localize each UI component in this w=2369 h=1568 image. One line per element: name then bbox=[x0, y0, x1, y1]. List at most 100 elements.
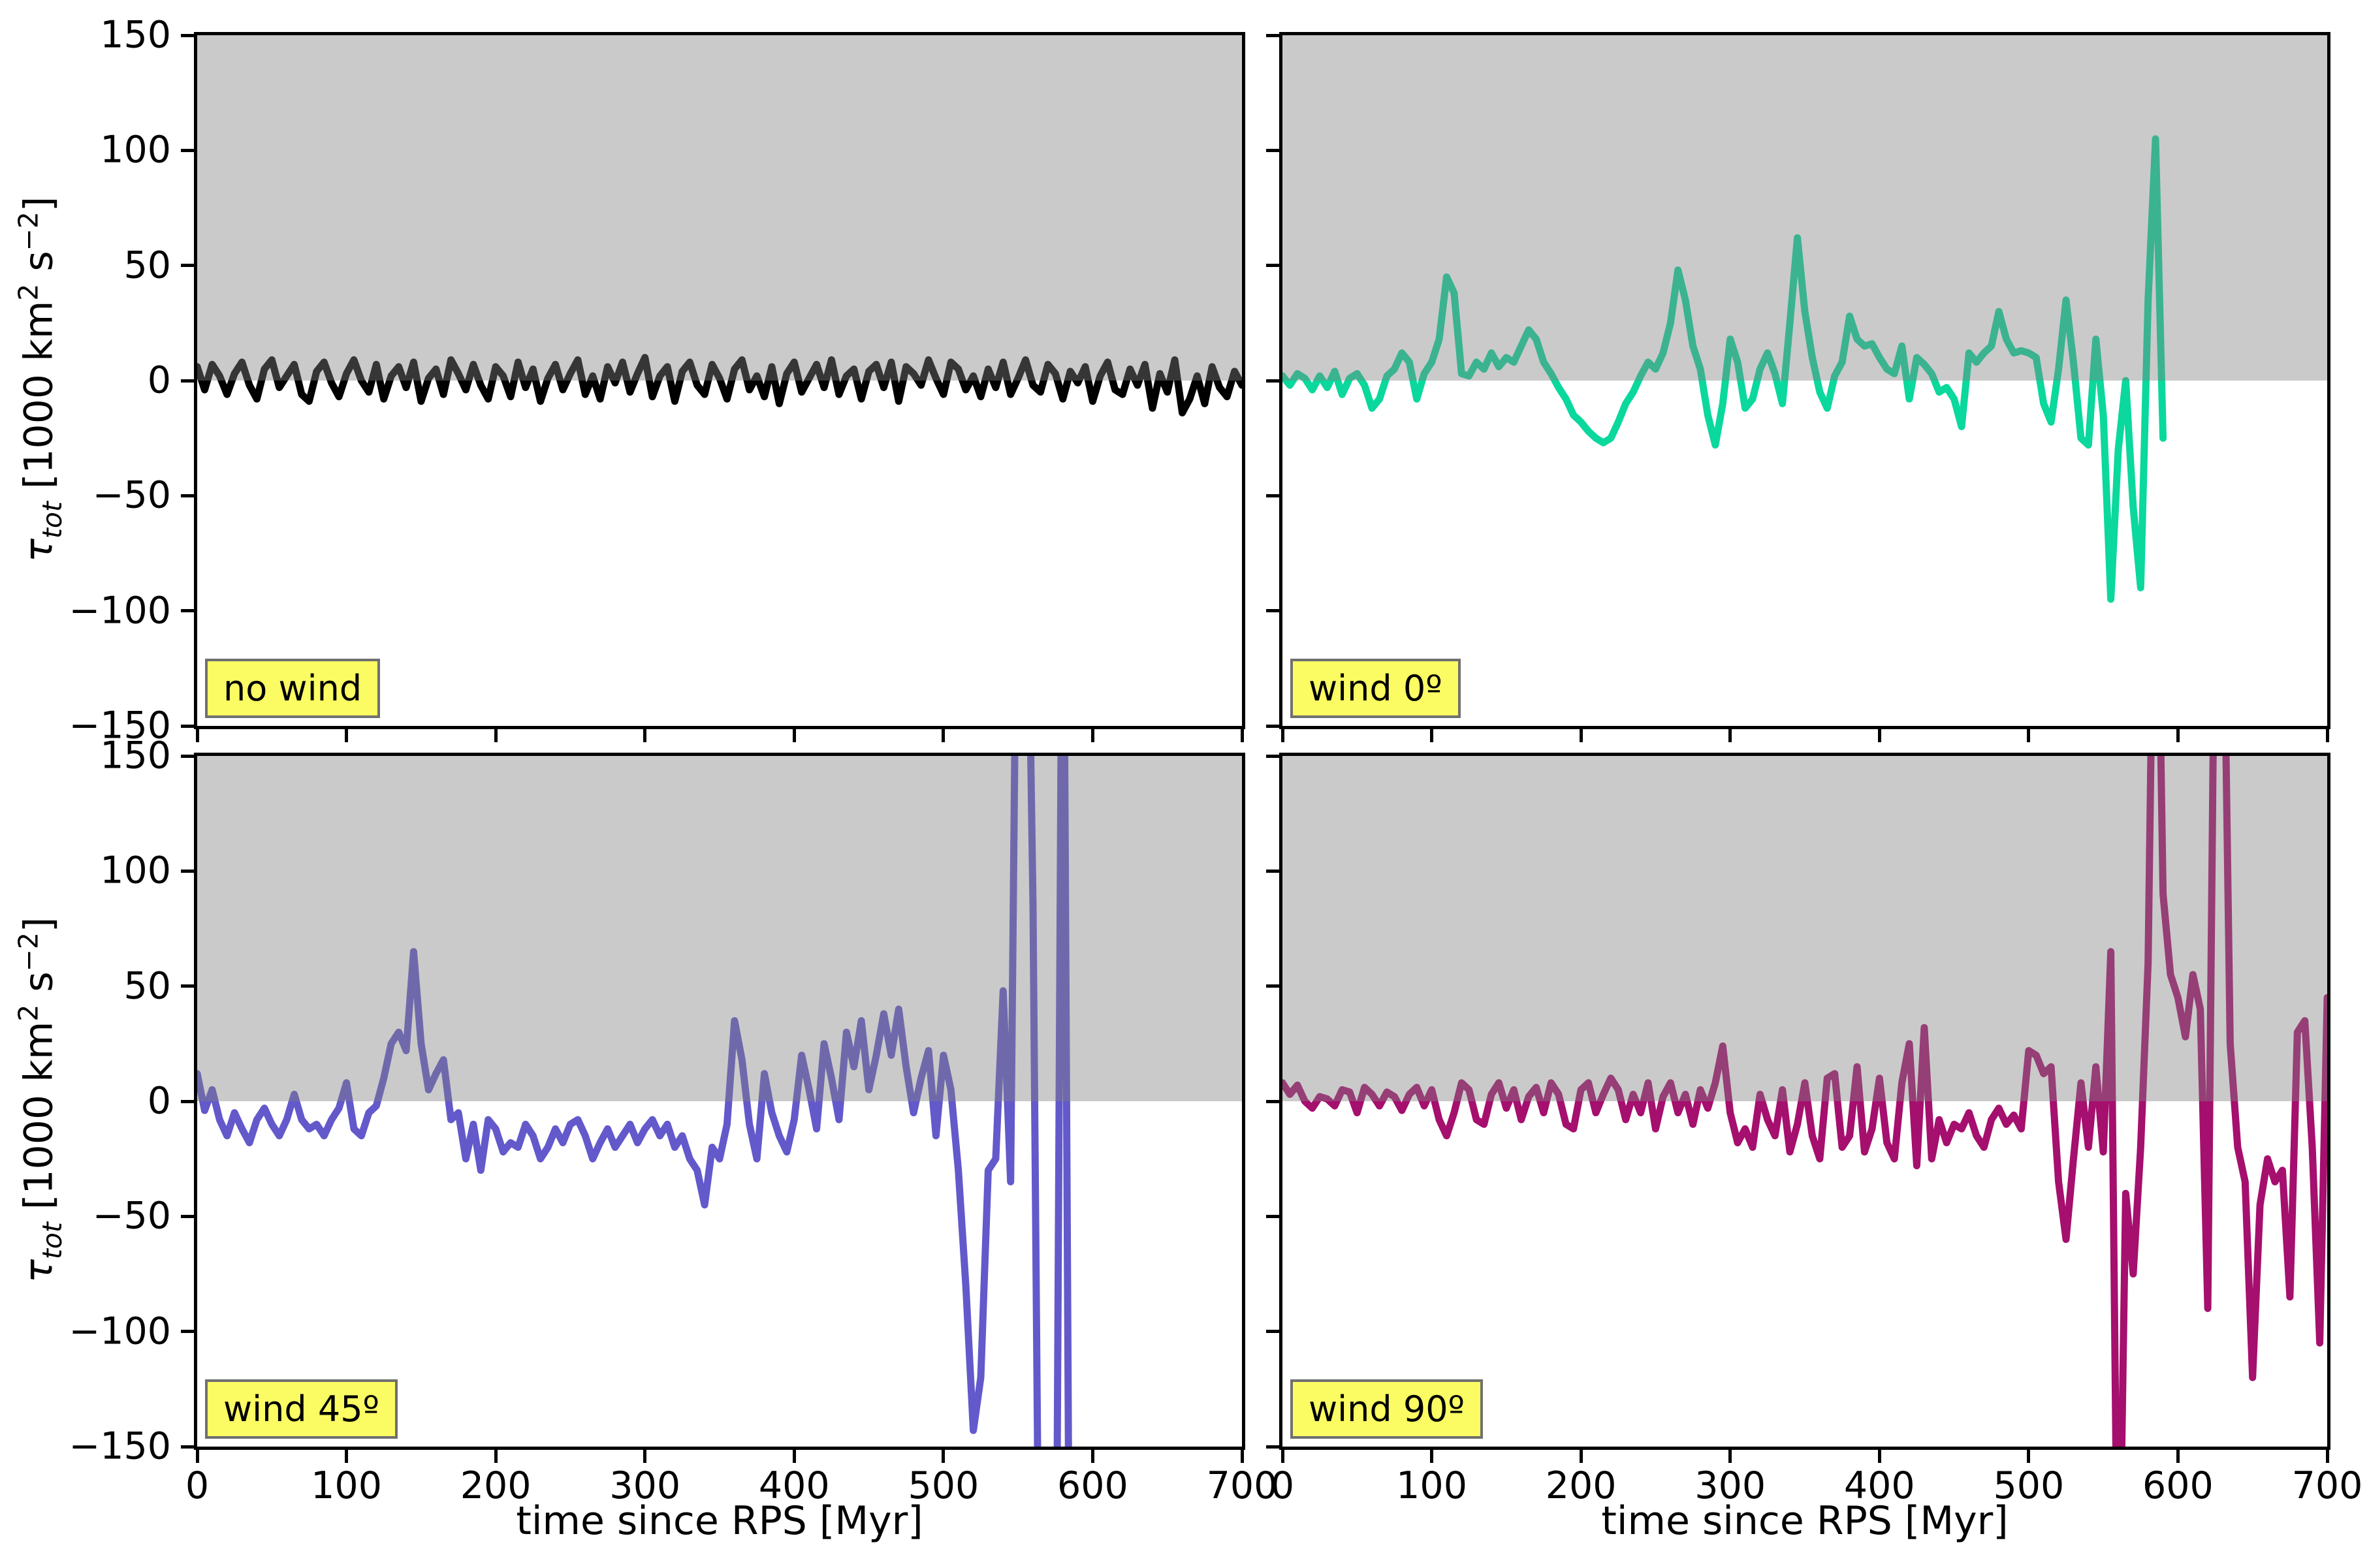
y-tick-mark bbox=[1266, 33, 1279, 37]
y-tick-mark bbox=[181, 984, 194, 988]
y-tick-label: 100 bbox=[100, 128, 171, 172]
y-axis-label-part: [1000 km bbox=[16, 300, 62, 502]
y-tick-label: 150 bbox=[100, 13, 171, 57]
x-tick-label: 400 bbox=[758, 1464, 830, 1507]
x-tick-label: 400 bbox=[1843, 1464, 1915, 1507]
x-tick-label: 200 bbox=[460, 1464, 532, 1507]
y-tick-label: 50 bbox=[123, 243, 171, 287]
x-tick-label: 700 bbox=[1206, 1464, 1278, 1507]
y-tick-label: −100 bbox=[69, 1309, 171, 1353]
x-tick-mark bbox=[2176, 729, 2180, 742]
x-tick-mark bbox=[792, 729, 796, 742]
x-tick-mark bbox=[1090, 729, 1094, 742]
x-tick-mark bbox=[2325, 1450, 2329, 1463]
y-tick-label: 150 bbox=[100, 734, 171, 777]
y-tick-label: −150 bbox=[69, 1424, 171, 1468]
y-tick-mark bbox=[181, 754, 194, 758]
y-tick-mark bbox=[1266, 1099, 1279, 1103]
x-tick-label: 300 bbox=[1694, 1464, 1766, 1507]
x-tick-mark bbox=[494, 1450, 498, 1463]
y-tick-mark bbox=[1266, 148, 1279, 152]
x-tick-label: 0 bbox=[185, 1464, 210, 1507]
y-tick-mark bbox=[1266, 1214, 1279, 1218]
x-tick-mark bbox=[1240, 729, 1244, 742]
x-tick-mark bbox=[1280, 729, 1284, 742]
x-tick-label: 500 bbox=[1993, 1464, 2065, 1507]
y-axis-label-part: tot bbox=[36, 1222, 68, 1260]
x-tick-label: 700 bbox=[2291, 1464, 2363, 1507]
x-tick-mark bbox=[1430, 729, 1434, 742]
x-tick-mark bbox=[195, 729, 199, 742]
plot-area-wind-90 bbox=[1282, 756, 2327, 1447]
plot-area-wind-0 bbox=[1282, 135, 2167, 603]
x-tick-label: 300 bbox=[609, 1464, 681, 1507]
y-axis-label-bottom: τtot [1000 km2 s−2] bbox=[12, 917, 68, 1283]
x-axis-title-left: time since RPS [Myr] bbox=[516, 1498, 923, 1544]
panel-wind-0: wind 0º bbox=[1266, 32, 2330, 742]
panel-annotation-wind-45: wind 45º bbox=[205, 1379, 398, 1439]
y-tick-label: −50 bbox=[92, 473, 171, 517]
y-tick-mark bbox=[181, 33, 194, 37]
y-tick-mark bbox=[181, 379, 194, 383]
x-tick-mark bbox=[1877, 1450, 1881, 1463]
x-tick-label: 0 bbox=[1270, 1464, 1295, 1507]
y-tick-mark bbox=[181, 1330, 194, 1334]
y-tick-mark bbox=[1266, 264, 1279, 268]
series-line-wind-45 bbox=[197, 756, 1072, 1447]
y-tick-mark bbox=[1266, 379, 1279, 383]
panel-annotation-text: wind 0º bbox=[1309, 667, 1442, 709]
panel-wind-45: wind 45º 0 100 200 300 400 500 600 700 150 100 50 0… bbox=[69, 737, 1277, 1505]
x-tick-mark bbox=[643, 1450, 647, 1463]
y-axis-label-top: τtot [1000 km2 s−2] bbox=[12, 196, 68, 562]
x-tick-mark bbox=[942, 1450, 946, 1463]
plot-area-no-wind bbox=[197, 354, 1242, 416]
panel-no-wind: no wind 150 100 50 0 −50 −100 −150 bbox=[69, 16, 1245, 744]
x-tick-mark bbox=[643, 729, 647, 742]
y-tick-label: −150 bbox=[69, 704, 171, 747]
x-tick-mark bbox=[2027, 729, 2031, 742]
series-line-wind-0 bbox=[1282, 135, 2167, 603]
x-tick-mark bbox=[2027, 1450, 2031, 1463]
x-tick-mark bbox=[1090, 1450, 1094, 1463]
x-tick-mark bbox=[1240, 1450, 1244, 1463]
y-tick-label: −50 bbox=[92, 1194, 171, 1238]
x-tick-mark bbox=[1579, 1450, 1583, 1463]
y-axis-label-part: ] bbox=[16, 917, 62, 933]
x-tick-label: 200 bbox=[1545, 1464, 1617, 1507]
panel-annotation-text: wind 90º bbox=[1309, 1388, 1465, 1430]
y-tick-mark bbox=[1266, 724, 1279, 728]
y-axis-label-part: s bbox=[16, 971, 62, 1005]
y-axis-label-part: tot bbox=[36, 501, 68, 539]
y-tick-mark bbox=[1266, 754, 1279, 758]
panel-annotation-no-wind: no wind bbox=[205, 658, 381, 718]
x-tick-label: 100 bbox=[1396, 1464, 1467, 1507]
series-line-wind-90 bbox=[1282, 756, 2327, 1447]
y-tick-label: −100 bbox=[69, 589, 171, 633]
y-tick-mark bbox=[181, 869, 194, 873]
panel-annotation-text: wind 45º bbox=[223, 1388, 379, 1430]
y-axis-label-part: 2 bbox=[12, 1004, 44, 1022]
series-line-no-wind bbox=[197, 354, 1242, 416]
y-axis-label-part: −2 bbox=[12, 212, 44, 251]
x-tick-mark bbox=[1430, 1450, 1434, 1463]
panel-annotation-text: no wind bbox=[223, 667, 362, 709]
x-tick-mark bbox=[1877, 729, 1881, 742]
y-tick-mark bbox=[181, 148, 194, 152]
y-tick-label: 100 bbox=[100, 849, 171, 892]
y-axis-label-part: [1000 km bbox=[16, 1021, 62, 1223]
x-tick-mark bbox=[494, 729, 498, 742]
y-tick-mark bbox=[1266, 1445, 1279, 1449]
y-tick-mark bbox=[181, 609, 194, 613]
panel-annotation-wind-0: wind 0º bbox=[1290, 658, 1461, 718]
x-tick-label: 100 bbox=[311, 1464, 382, 1507]
y-tick-mark bbox=[181, 724, 194, 728]
y-tick-mark bbox=[181, 1445, 194, 1449]
y-tick-mark bbox=[181, 494, 194, 497]
y-tick-label: 50 bbox=[123, 964, 171, 1008]
panel-annotation-wind-90: wind 90º bbox=[1290, 1379, 1483, 1439]
y-tick-mark bbox=[1266, 984, 1279, 988]
x-axis-title-right: time since RPS [Myr] bbox=[1601, 1498, 2009, 1544]
x-tick-mark bbox=[345, 729, 349, 742]
x-tick-mark bbox=[2325, 729, 2329, 742]
